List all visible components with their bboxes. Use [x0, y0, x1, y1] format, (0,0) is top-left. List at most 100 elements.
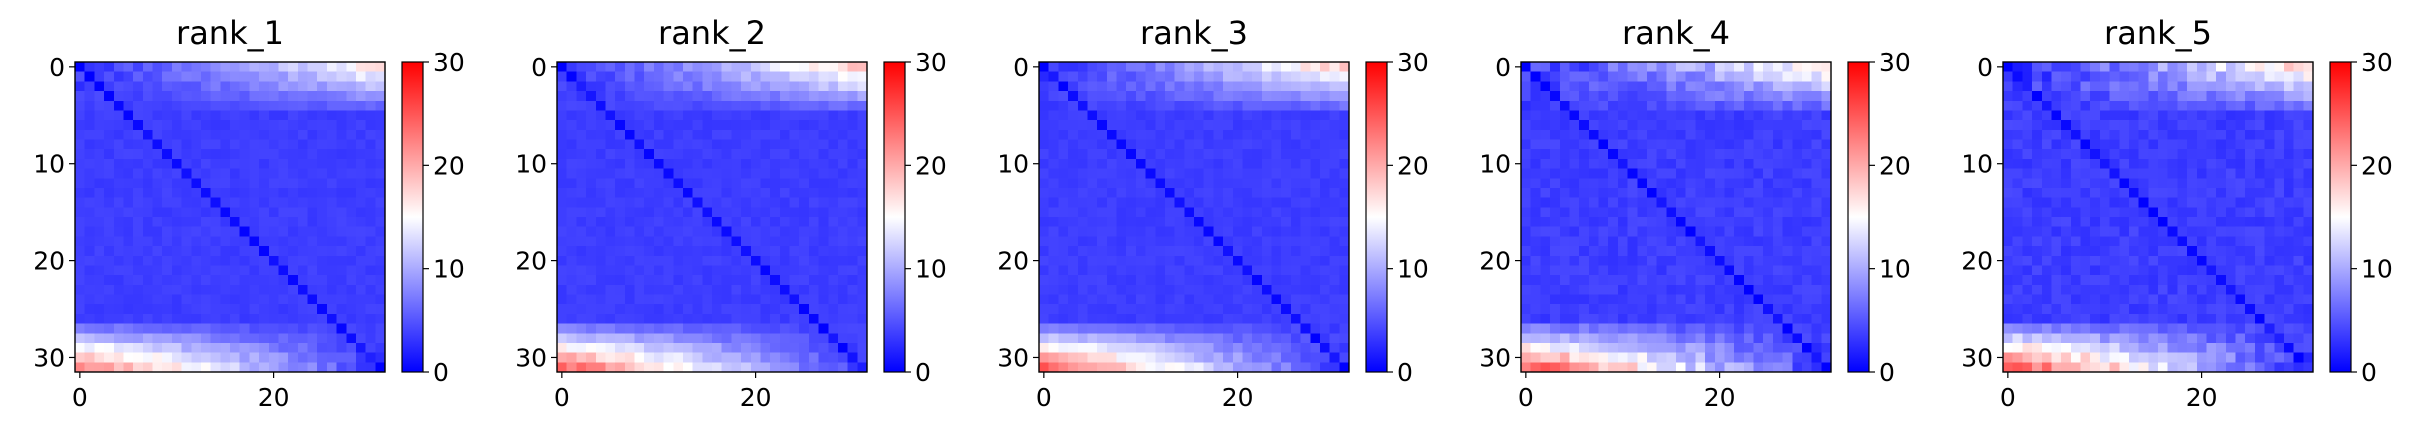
heatmap-cell [1821, 226, 1832, 237]
heatmap-cell [2138, 178, 2149, 189]
heatmap-cell [857, 139, 868, 150]
heatmap-cell [1252, 71, 1263, 82]
heatmap-cell [1290, 149, 1301, 160]
heatmap-cell [162, 362, 173, 373]
heatmap-cell [1763, 187, 1774, 199]
heatmap-cell [1559, 110, 1570, 121]
heatmap-cell [663, 168, 674, 179]
heatmap-cell [268, 313, 279, 324]
heatmap-cell [1753, 139, 1764, 150]
heatmap-cell [1792, 255, 1803, 266]
heatmap-cell [2061, 275, 2072, 286]
heatmap-cell [2225, 110, 2236, 121]
heatmap-cell [644, 62, 655, 73]
heatmap-cell [2303, 246, 2314, 257]
heatmap-cell [2099, 217, 2110, 228]
heatmap-cell [162, 217, 173, 228]
heatmap-cell [2022, 149, 2033, 160]
heatmap-cell [2128, 129, 2140, 140]
heatmap-cell [721, 313, 732, 324]
heatmap-cell [2128, 284, 2140, 295]
heatmap-cell [1232, 91, 1243, 102]
heatmap-cell [133, 255, 144, 266]
heatmap-cell [557, 120, 568, 131]
heatmap-cell [1097, 178, 1108, 189]
heatmap-cell [702, 275, 713, 286]
heatmap-cell [779, 187, 790, 199]
heatmap-cell [2177, 226, 2188, 237]
heatmap-cell [1656, 313, 1667, 324]
heatmap-cell [1174, 62, 1185, 73]
heatmap-cell [663, 236, 674, 247]
heatmap-cell [162, 110, 173, 121]
heatmap-cell [1087, 304, 1098, 315]
heatmap-cell [1145, 265, 1156, 276]
heatmap-cell [123, 304, 134, 315]
heatmap-cell [750, 304, 761, 315]
heatmap-cell [84, 304, 95, 315]
heatmap-cell [288, 265, 299, 276]
heatmap-cell [2138, 255, 2149, 266]
heatmap-cell [828, 275, 839, 286]
heatmap-cell [1598, 62, 1609, 73]
heatmap-cell [1588, 294, 1599, 305]
heatmap-cell [1608, 91, 1619, 102]
heatmap-cell [375, 91, 386, 102]
heatmap-cell [1608, 333, 1619, 344]
heatmap-cell [1077, 362, 1088, 373]
heatmap-cell [2293, 207, 2304, 218]
heatmap-cell [84, 120, 95, 131]
heatmap-cell [2274, 100, 2285, 111]
heatmap-cell [586, 323, 597, 334]
heatmap-cell [663, 246, 674, 257]
heatmap-cell [123, 246, 134, 257]
heatmap-cell [278, 217, 289, 228]
heatmap-cell [162, 275, 173, 286]
heatmap-cell [1077, 91, 1088, 102]
heatmap-cell [200, 158, 212, 169]
heatmap-cell [162, 129, 173, 140]
heatmap-cell [1319, 333, 1331, 344]
heatmap-cell [731, 236, 742, 247]
heatmap-cell [673, 110, 684, 121]
heatmap-cell [779, 139, 790, 150]
heatmap-cell [1058, 197, 1069, 208]
heatmap-cell [1126, 139, 1137, 150]
heatmap-cell [230, 91, 241, 102]
heatmap-cell [557, 71, 568, 82]
heatmap-cell [1058, 275, 1069, 286]
heatmap-cell [326, 178, 337, 189]
heatmap-cell [682, 265, 694, 276]
heatmap-cell [760, 284, 771, 295]
heatmap-cell [1048, 265, 1059, 276]
heatmap-cell [307, 100, 318, 111]
heatmap-cell [1077, 81, 1088, 92]
colorbar-tick-label: 0 [433, 358, 449, 387]
heatmap-cell [2235, 187, 2246, 199]
panel-title: rank_4 [1622, 14, 1730, 52]
heatmap-cell [1087, 362, 1098, 373]
heatmap-cell [2167, 236, 2178, 247]
heatmap-cell [1772, 71, 1783, 82]
heatmap-cell [317, 168, 328, 179]
heatmap-cell [2128, 275, 2140, 286]
heatmap-cell [1656, 110, 1667, 121]
heatmap-cell [828, 217, 839, 228]
heatmap-cell [2138, 246, 2149, 257]
heatmap-cell [1666, 139, 1677, 150]
heatmap-cell [346, 168, 357, 179]
heatmap-cell [152, 168, 163, 179]
heatmap-cell [1242, 265, 1253, 276]
heatmap-cell [375, 168, 386, 179]
heatmap-cell [1048, 197, 1059, 208]
heatmap-cell [1194, 342, 1205, 354]
heatmap-cell [181, 246, 192, 257]
heatmap-cell [259, 100, 270, 111]
heatmap-cell [779, 275, 790, 286]
heatmap-cell [1705, 265, 1716, 276]
heatmap-cell [1135, 284, 1146, 295]
heatmap-cell [566, 110, 577, 121]
heatmap-cell [1792, 352, 1803, 363]
heatmap-cell [1579, 352, 1590, 363]
heatmap-cell [123, 265, 134, 276]
